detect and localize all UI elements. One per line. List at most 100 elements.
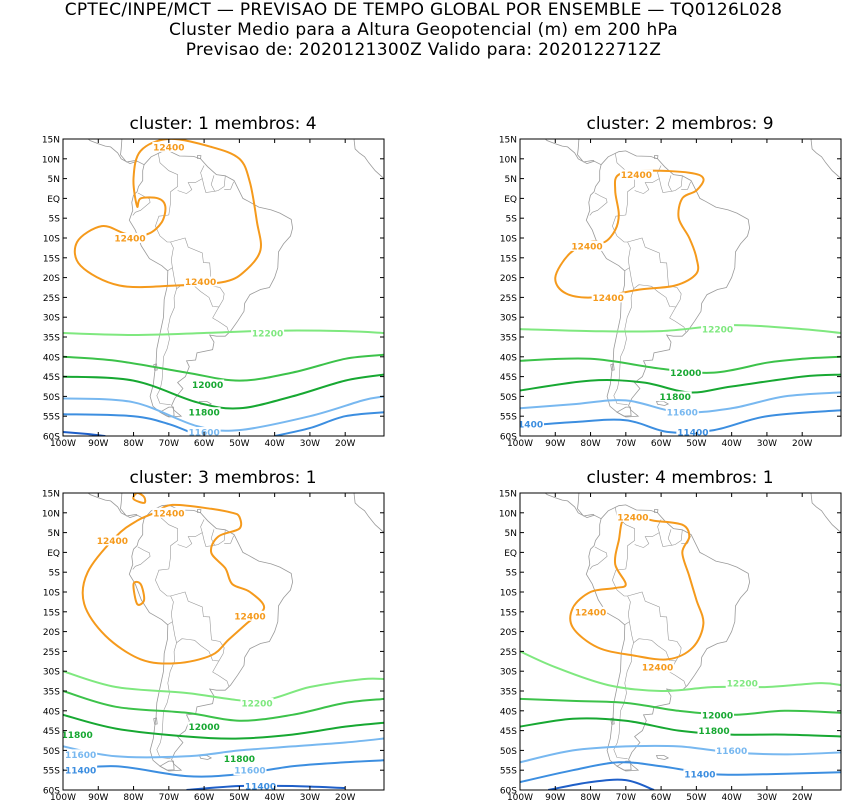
country-border: [659, 529, 673, 547]
country-border: [157, 506, 178, 570]
contour-label: 11800: [188, 409, 219, 419]
lat-label: 5S: [49, 569, 61, 579]
country-border: [627, 237, 669, 286]
lat-label: EQ: [47, 195, 60, 205]
country-border: [212, 306, 220, 319]
lat-label: 10S: [500, 589, 517, 599]
lat-label: 30S: [500, 668, 517, 678]
lon-label: 80W: [123, 793, 143, 803]
contour-line: [63, 737, 384, 759]
lat-label: 5N: [48, 175, 60, 185]
lat-label: 30S: [43, 314, 60, 324]
contour-label: 11600: [65, 751, 96, 761]
contour-label: 12000: [670, 369, 701, 379]
lon-label: 30W: [300, 439, 320, 449]
country-border: [612, 214, 631, 272]
lat-label: 25S: [43, 294, 60, 304]
lat-label: EQ: [47, 549, 60, 559]
contour-label: 12400: [153, 509, 184, 519]
lon-label: 40W: [721, 439, 741, 449]
contour-line: [520, 355, 841, 374]
contour-line: [73, 139, 262, 289]
lat-label: 40S: [43, 707, 60, 717]
island-outline: [153, 717, 158, 725]
country-border: [157, 152, 178, 216]
country-border: [212, 671, 230, 687]
lat-label: 20S: [43, 628, 60, 638]
lon-label: 50W: [686, 439, 706, 449]
lon-label: 100W: [50, 793, 76, 803]
lat-label: 60S: [43, 433, 60, 443]
lat-label: 55S: [500, 767, 517, 777]
lon-label: 80W: [580, 793, 600, 803]
island-outline: [610, 717, 615, 725]
lon-label: 50W: [229, 793, 249, 803]
lon-label: 20W: [792, 793, 812, 803]
lat-label: 15S: [43, 608, 60, 618]
lon-label: 30W: [757, 439, 777, 449]
contour-label: 12400: [575, 608, 606, 618]
contour-line: [569, 514, 705, 661]
coastline-south-america: [128, 150, 294, 418]
island-outline: [597, 480, 604, 482]
coastline-africa: [353, 493, 384, 534]
contour-line: [520, 409, 841, 434]
lon-label: 80W: [580, 439, 600, 449]
lat-label: 50S: [500, 747, 517, 757]
contour-label: 12000: [188, 723, 219, 733]
country-border: [612, 568, 631, 626]
contour-line: [520, 761, 841, 784]
lat-label: EQ: [504, 195, 517, 205]
coastline-south-america: [128, 504, 294, 772]
lat-label: 15N: [42, 490, 60, 500]
lat-label: 15S: [500, 254, 517, 264]
country-border: [634, 165, 662, 194]
island-outline: [616, 760, 632, 771]
coastline-africa: [353, 139, 384, 180]
lat-label: 55S: [43, 767, 60, 777]
lat-label: 45S: [43, 373, 60, 383]
lat-label: 60S: [500, 787, 517, 797]
lat-label: 10S: [500, 235, 517, 245]
contour-line: [274, 411, 384, 436]
country-border: [224, 535, 234, 544]
contour-label: 12000: [192, 381, 223, 391]
lat-label: 10S: [43, 589, 60, 599]
contour-line: [520, 650, 841, 693]
contour-label: 12400: [114, 235, 145, 245]
lon-label: 100W: [50, 439, 76, 449]
lat-label: 5N: [505, 529, 517, 539]
lat-label: 25S: [500, 294, 517, 304]
country-border: [224, 181, 234, 190]
contour-label: 11800: [224, 755, 255, 765]
country-border: [627, 591, 669, 640]
country-border: [629, 621, 682, 662]
lat-label: 15N: [499, 136, 517, 146]
panel-title: cluster: 1 membros: 4: [129, 114, 317, 134]
country-border: [614, 152, 635, 216]
contour-label: 11600: [667, 409, 698, 419]
lat-label: 5N: [48, 529, 60, 539]
map-frame: [62, 492, 385, 791]
contour-label: 12200: [252, 330, 283, 340]
lon-label: 70W: [159, 439, 179, 449]
lat-label: 25S: [500, 648, 517, 658]
country-border: [214, 529, 226, 546]
lon-label: 90W: [88, 439, 108, 449]
lat-label: 45S: [43, 727, 60, 737]
contour-label: 11800: [698, 727, 729, 737]
lon-label: 60W: [651, 793, 671, 803]
map-background: [520, 493, 841, 790]
contour-label: 11400: [245, 783, 276, 793]
contour-line: [63, 413, 198, 436]
lat-label: 40S: [500, 707, 517, 717]
lon-label: 40W: [264, 793, 284, 803]
map-frame: [519, 138, 842, 437]
lon-label: 90W: [88, 793, 108, 803]
contour-label: 11800: [61, 731, 92, 741]
header-line-3: Previsao de: 2020121300Z Valido para: 20…: [185, 40, 662, 60]
country-border: [202, 529, 216, 547]
coastline-africa: [810, 493, 841, 534]
